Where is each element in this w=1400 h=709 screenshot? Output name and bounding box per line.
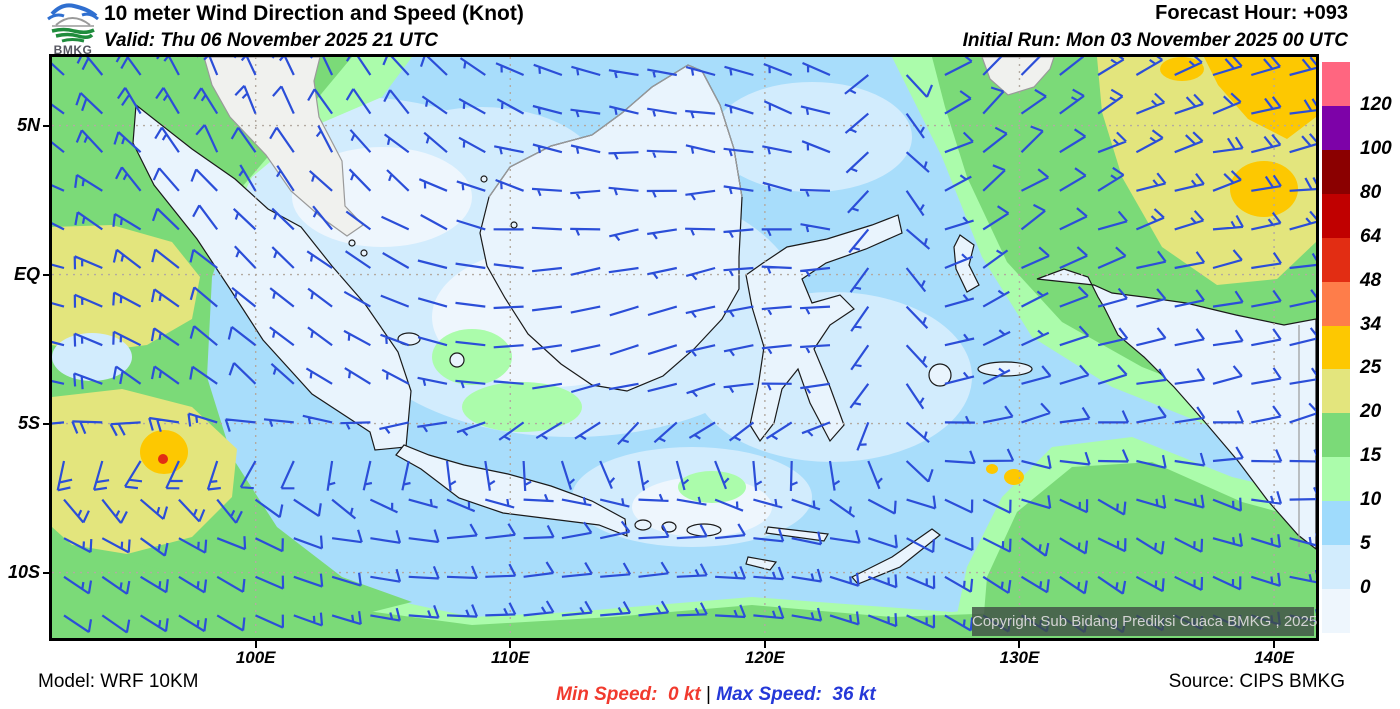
forecast-hour: Forecast Hour: +093 [1155,2,1348,24]
lon-tick-label: 130E [999,648,1040,667]
lon-tick [509,641,512,648]
legend-value-label: 20 [1360,401,1382,423]
speed-separator: | [706,684,717,705]
wind-map-canvas [52,57,1316,638]
lat-tick-label: 5S [17,412,40,433]
lat-tick-label: 10S [7,561,40,582]
lat-tick [43,273,50,276]
legend-value-label: 48 [1360,269,1382,291]
lat-tick [43,571,50,574]
lon-tick [1018,641,1021,648]
model-label: Model: WRF 10KM [38,671,199,692]
legend-value-label: 64 [1360,225,1382,247]
wind-barbs [52,57,1316,634]
legend-value-label: 25 [1360,357,1382,379]
legend-value-label: 15 [1360,445,1382,467]
source-label: Source: CIPS BMKG [1168,671,1345,692]
bmkg-logo-icon [47,3,99,43]
legend-value-label: 80 [1360,181,1382,203]
legend-value-label: 0 [1360,577,1371,599]
bmkg-logo-label: BMKG [53,43,93,57]
legend-color-segment [1322,149,1350,195]
legend-value-label: 5 [1360,533,1371,555]
max-speed-label: Max Speed: 36 kt [716,684,876,705]
lon-tick-label: 120E [745,648,785,667]
legend-color-segment [1322,62,1350,107]
legend-color-segment [1322,281,1350,327]
legend-value-label: 120 [1360,93,1392,115]
legend-value-label: 100 [1360,137,1392,159]
legend-color-segment [1322,501,1350,546]
lon-tick [763,641,766,648]
legend-value-label: 10 [1360,489,1382,511]
lat-tick-label: 5N [16,114,40,135]
legend-color-segment [1322,545,1350,590]
legend-color-segment [1322,237,1350,283]
legend-value-label: 34 [1360,313,1382,335]
page-title: 10 meter Wind Direction and Speed (Knot) [104,2,524,25]
lon-tick [1273,641,1276,648]
lon-tick-label: 110E [491,648,530,667]
legend-color-segment [1322,105,1350,151]
legend-color-segment [1322,369,1350,414]
lat-tick-label: EQ [13,263,40,284]
legend-color-segment [1322,413,1350,458]
min-speed-label: Min Speed: 0 kt [556,684,707,705]
legend-color-segment [1322,325,1350,370]
speed-range: Min Speed: 0 kt | Max Speed: 36 kt [535,662,876,709]
valid-datetime: Valid: Thu 06 November 2025 21 UTC [104,30,439,51]
lon-tick-label: 140E [1254,648,1294,667]
wind-map: Copyright Sub Bidang Prediksi Cuaca BMKG… [52,57,1317,638]
lon-tick-label: 100E [235,648,276,667]
lat-tick [43,422,50,425]
lat-tick [43,124,50,127]
bmkg-logo: BMKG [44,1,102,57]
copyright-overlay: Copyright Sub Bidang Prediksi Cuaca BMKG… [972,607,1317,636]
initial-run: Initial Run: Mon 03 November 2025 00 UTC [962,30,1348,51]
lon-tick [254,641,257,648]
legend-color-segment [1322,457,1350,502]
lat-lon-gridlines [52,57,1316,638]
legend-color-segment [1322,193,1350,239]
legend-color-segment [1322,589,1350,634]
